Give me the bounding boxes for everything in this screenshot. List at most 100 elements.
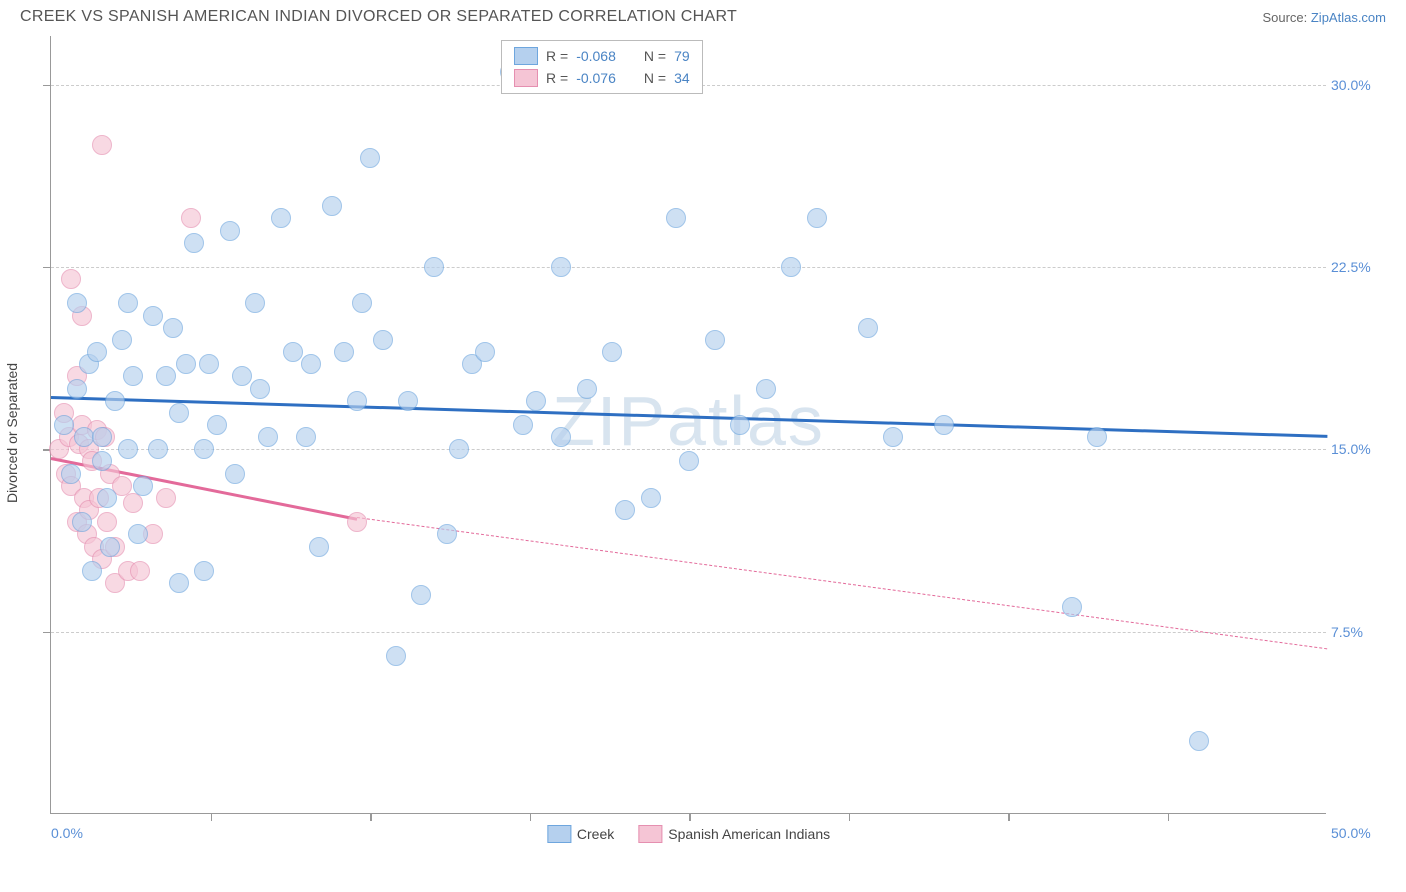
data-point	[858, 318, 878, 338]
data-point	[61, 464, 81, 484]
scatter-plot: ZIPatlas 7.5%15.0%22.5%30.0%0.0%50.0%R =…	[50, 36, 1326, 814]
legend-row: R =-0.068N =79	[514, 45, 690, 67]
gridline	[51, 449, 1326, 450]
data-point	[352, 293, 372, 313]
data-point	[373, 330, 393, 350]
data-point	[398, 391, 418, 411]
y-tick	[43, 85, 51, 87]
data-point	[756, 379, 776, 399]
data-point	[163, 318, 183, 338]
data-point	[641, 488, 661, 508]
data-point	[347, 512, 367, 532]
x-tick	[370, 813, 372, 821]
data-point	[176, 354, 196, 374]
data-point	[67, 379, 87, 399]
data-point	[112, 330, 132, 350]
data-point	[271, 208, 291, 228]
y-tick-label: 7.5%	[1331, 624, 1386, 640]
y-tick	[43, 267, 51, 269]
chart-title: CREEK VS SPANISH AMERICAN INDIAN DIVORCE…	[20, 8, 737, 26]
data-point	[133, 476, 153, 496]
chart-header: CREEK VS SPANISH AMERICAN INDIAN DIVORCE…	[0, 0, 1406, 32]
data-point	[807, 208, 827, 228]
data-point	[123, 493, 143, 513]
legend-item: Spanish American Indians	[638, 825, 830, 843]
data-point	[437, 524, 457, 544]
data-point	[194, 561, 214, 581]
source-link[interactable]: ZipAtlas.com	[1311, 10, 1386, 25]
x-tick	[1168, 813, 1170, 821]
data-point	[92, 451, 112, 471]
legend-item: Creek	[547, 825, 614, 843]
n-label: N =	[644, 70, 666, 86]
data-point	[100, 537, 120, 557]
legend-swatch	[514, 69, 538, 87]
data-point	[551, 427, 571, 447]
data-point	[322, 196, 342, 216]
data-point	[245, 293, 265, 313]
data-point	[679, 451, 699, 471]
y-tick-label: 22.5%	[1331, 259, 1386, 275]
x-tick	[211, 813, 213, 821]
y-tick	[43, 632, 51, 634]
data-point	[551, 257, 571, 277]
data-point	[118, 293, 138, 313]
x-tick	[849, 813, 851, 821]
data-point	[181, 208, 201, 228]
y-tick-label: 30.0%	[1331, 77, 1386, 93]
data-point	[283, 342, 303, 362]
data-point	[156, 488, 176, 508]
data-point	[207, 415, 227, 435]
data-point	[199, 354, 219, 374]
chart-source: Source: ZipAtlas.com	[1262, 10, 1386, 25]
legend-label: Spanish American Indians	[668, 826, 830, 842]
data-point	[513, 415, 533, 435]
data-point	[143, 306, 163, 326]
n-value: 34	[674, 70, 690, 86]
data-point	[1087, 427, 1107, 447]
data-point	[1062, 597, 1082, 617]
data-point	[97, 512, 117, 532]
data-point	[128, 524, 148, 544]
data-point	[92, 135, 112, 155]
x-tick	[1008, 813, 1010, 821]
data-point	[934, 415, 954, 435]
data-point	[148, 439, 168, 459]
data-point	[577, 379, 597, 399]
data-point	[360, 148, 380, 168]
data-point	[781, 257, 801, 277]
trend-line	[51, 396, 1327, 437]
data-point	[386, 646, 406, 666]
data-point	[602, 342, 622, 362]
data-point	[54, 415, 74, 435]
data-point	[309, 537, 329, 557]
data-point	[61, 269, 81, 289]
data-point	[118, 439, 138, 459]
data-point	[232, 366, 252, 386]
data-point	[705, 330, 725, 350]
legend-swatch	[638, 825, 662, 843]
data-point	[82, 561, 102, 581]
gridline	[51, 267, 1326, 268]
chart-container: Divorced or Separated ZIPatlas 7.5%15.0%…	[50, 36, 1406, 814]
data-point	[105, 391, 125, 411]
data-point	[92, 427, 112, 447]
n-value: 79	[674, 48, 690, 64]
data-point	[301, 354, 321, 374]
data-point	[615, 500, 635, 520]
data-point	[67, 293, 87, 313]
gridline	[51, 632, 1326, 633]
data-point	[526, 391, 546, 411]
data-point	[475, 342, 495, 362]
legend-swatch	[514, 47, 538, 65]
legend-label: Creek	[577, 826, 614, 842]
data-point	[1189, 731, 1209, 751]
data-point	[123, 366, 143, 386]
data-point	[666, 208, 686, 228]
legend-swatch	[547, 825, 571, 843]
data-point	[130, 561, 150, 581]
y-tick-label: 15.0%	[1331, 441, 1386, 457]
data-point	[169, 403, 189, 423]
n-label: N =	[644, 48, 666, 64]
correlation-legend: R =-0.068N =79R =-0.076N =34	[501, 40, 703, 94]
